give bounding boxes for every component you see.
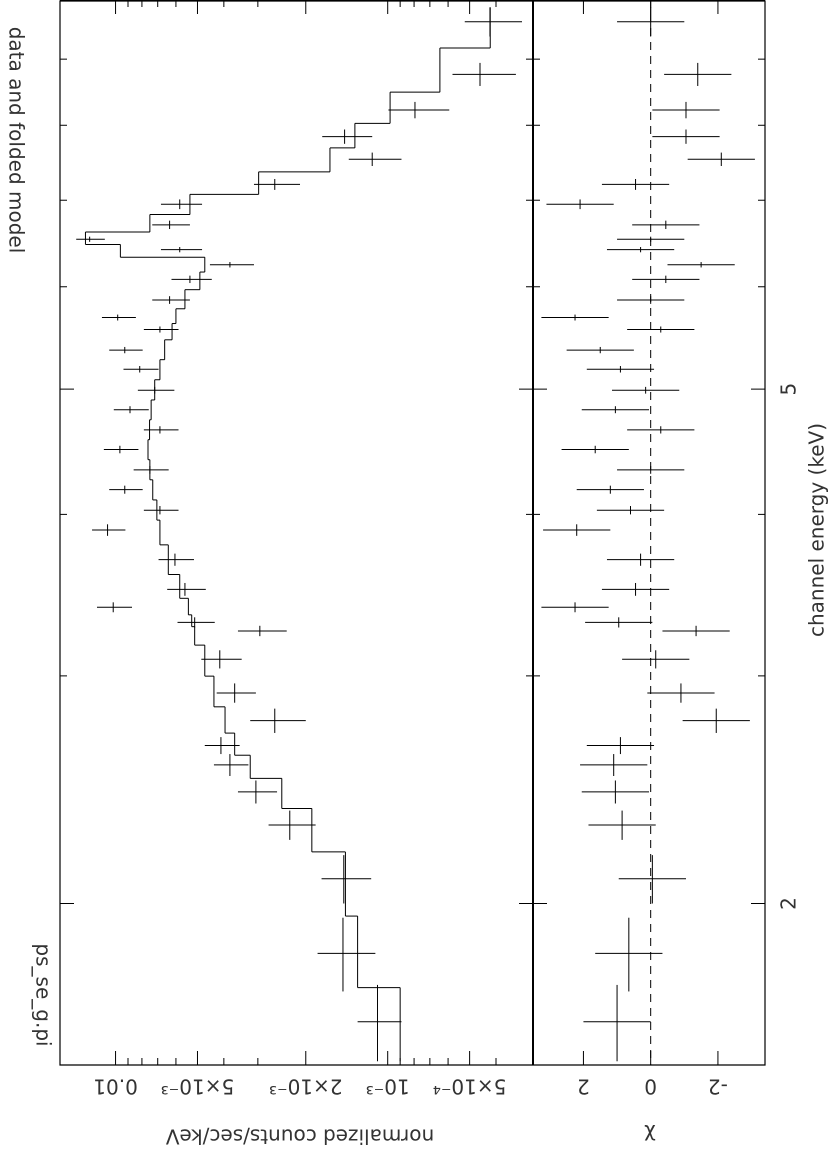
chart-title: data and folded model <box>5 27 29 254</box>
y-tick-label: 0.01 <box>93 1075 138 1099</box>
y-tick-label: 5×10⁻³ <box>161 1075 235 1099</box>
residual-tick-label: 2 <box>577 1075 590 1099</box>
y-axis-label: normalized counts/sec/keV <box>165 1125 434 1149</box>
residual-tick-label: -2 <box>708 1075 728 1099</box>
x-tick-label: 5 <box>777 383 801 396</box>
file-annotation: ps_se_g.pi <box>32 943 56 1046</box>
x-axis-label: channel energy (keV) <box>805 423 829 637</box>
y-tick-label: 5×10⁻⁴ <box>433 1075 507 1099</box>
y-tick-label: 2×10⁻³ <box>269 1075 343 1099</box>
x-tick-label: 2 <box>777 897 801 910</box>
frame <box>59 0 766 1066</box>
y-tick-label: 10⁻³ <box>366 1075 410 1099</box>
residual-tick-label: 0 <box>644 1075 657 1099</box>
residual-axis-label: χ <box>644 1125 656 1149</box>
